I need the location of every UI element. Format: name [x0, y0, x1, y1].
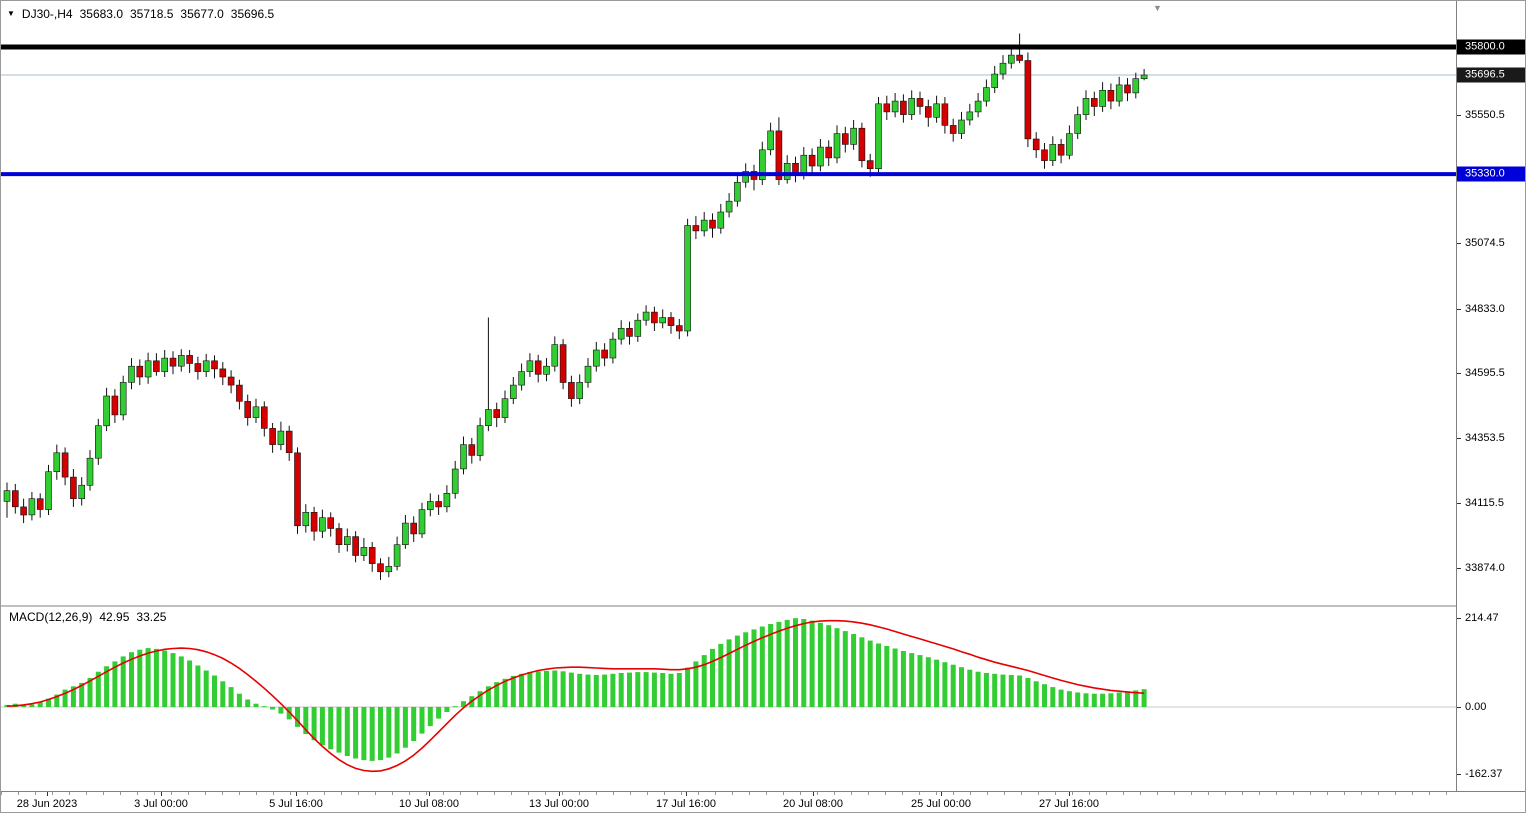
macd-histogram [4, 618, 1147, 761]
price-tick-label: 34353.5 [1457, 432, 1525, 444]
macd-indicator-label: MACD(12,26,9) 42.95 33.25 [9, 610, 166, 624]
macd-axis-label: 0.00 [1457, 701, 1525, 713]
ohlc-close: 35696.5 [230, 7, 275, 21]
time-axis-tick [296, 792, 297, 796]
time-axis[interactable]: 28 Jun 2023 3 Jul 00:00 5 Jul 16:00 10 Jul … [1, 791, 1525, 812]
macd-axis-label: 214.47 [1457, 612, 1525, 624]
time-axis-tick [813, 792, 814, 796]
time-axis-tick [429, 792, 430, 796]
resistance-price-label: 35800.0 [1457, 39, 1525, 55]
time-axis-tick [161, 792, 162, 796]
macd-name: MACD(12,26,9) [9, 610, 93, 624]
time-axis-tick [941, 792, 942, 796]
time-axis-label: 10 Jul 08:00 [399, 798, 459, 810]
time-axis-tick [1069, 792, 1070, 796]
candles-series [3, 33, 1148, 580]
macd-axis-label: -162.37 [1457, 768, 1525, 780]
time-axis-minor-ticks [1, 792, 1456, 795]
ohlc-low: 35677.0 [180, 7, 224, 21]
price-tick-label: 35074.5 [1457, 237, 1525, 249]
macd-value-main: 42.95 [99, 610, 130, 624]
price-tick-label: 34115.5 [1457, 497, 1525, 509]
price-tick-label: 34595.5 [1457, 367, 1525, 379]
chart-canvas[interactable] [1, 1, 1456, 791]
price-tick-label: 34833.0 [1457, 303, 1525, 315]
time-axis-label: 5 Jul 16:00 [269, 798, 323, 810]
time-axis-tick [559, 792, 560, 796]
price-tick-label: 35550.5 [1457, 109, 1525, 121]
ohlc-high: 35718.5 [130, 7, 174, 21]
time-axis-label: 20 Jul 08:00 [783, 798, 843, 810]
symbol-dropdown-icon[interactable]: ▼ [7, 9, 15, 18]
chart-header: ▼ DJ30-,H4 35683.0 35718.5 35677.0 35696… [7, 7, 274, 21]
time-axis-label: 28 Jun 2023 [16, 798, 78, 810]
macd-signal-line [6, 619, 1145, 773]
time-axis-label: 27 Jul 16:00 [1039, 798, 1099, 810]
symbol-period-label: DJ30-,H4 [21, 7, 73, 21]
macd-value-signal: 33.25 [136, 610, 167, 624]
time-axis-label: 25 Jul 00:00 [911, 798, 971, 810]
time-axis-label: 17 Jul 16:00 [656, 798, 716, 810]
support-price-label: 35330.0 [1457, 166, 1525, 182]
time-axis-tick [686, 792, 687, 796]
time-axis-tick [47, 792, 48, 796]
time-axis-label: 13 Jul 00:00 [529, 798, 589, 810]
price-tick-label: 33874.0 [1457, 562, 1525, 574]
price-axis[interactable]: 35550.5 35074.5 34833.0 34595.5 34353.5 34115… [1456, 1, 1525, 791]
chart-shift-marker-icon[interactable]: ▼ [1153, 3, 1162, 13]
current-price-price-label: 35696.5 [1457, 67, 1525, 83]
time-axis-label: 3 Jul 00:00 [134, 798, 188, 810]
ohlc-open: 35683.0 [79, 7, 123, 21]
